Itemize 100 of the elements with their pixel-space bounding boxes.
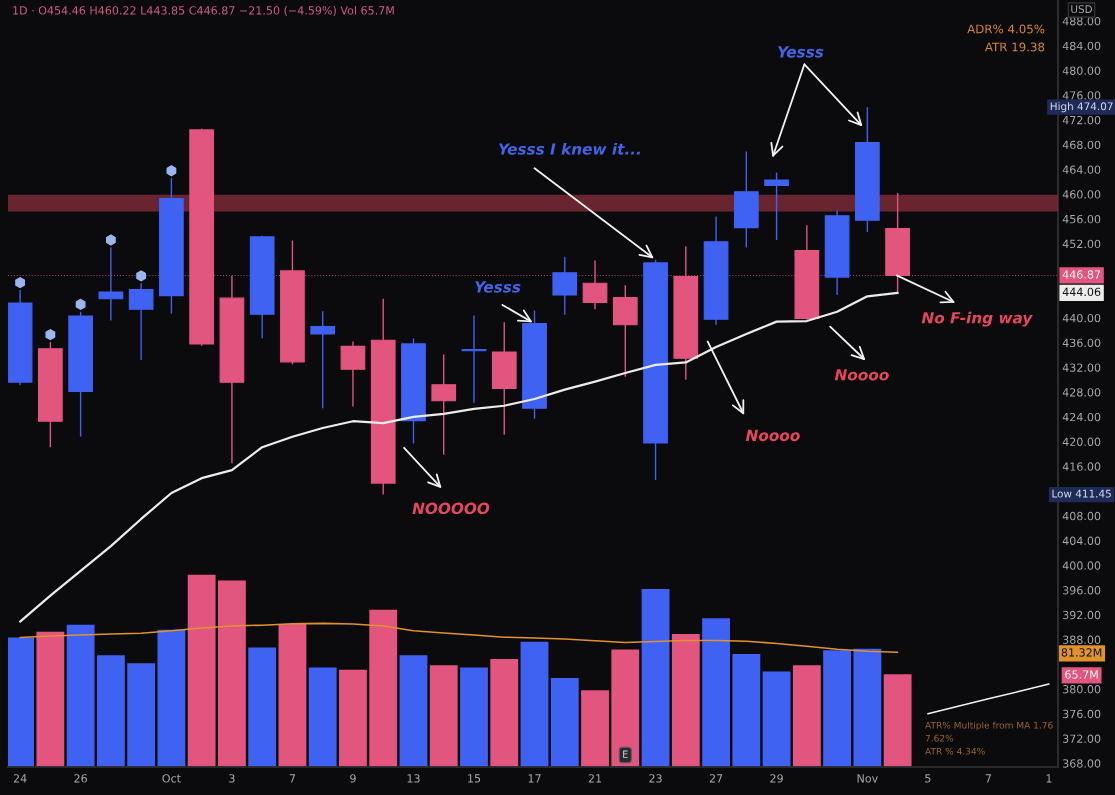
- annotation: No F-ing way: [921, 311, 1033, 327]
- y-tick-label: 480.00: [1062, 66, 1101, 75]
- annotation: Yesss: [778, 46, 824, 58]
- annotation: ADR% 4.05%: [967, 24, 1045, 34]
- x-tick-label: 13: [407, 774, 420, 783]
- annotation: ATR % 4.34%: [925, 747, 985, 755]
- x-tick-label: 15: [468, 774, 481, 783]
- x-tick-label: 29: [770, 774, 783, 783]
- y-tick-label: 460.00: [1062, 190, 1101, 199]
- bar: [8, 637, 35, 767]
- x-tick-label: 7: [289, 774, 296, 783]
- candlestick: [128, 282, 154, 361]
- annotation: Noooo: [834, 369, 889, 381]
- x-tick-label: 3: [229, 774, 235, 783]
- y-tick-label: 476.00: [1062, 91, 1101, 100]
- candlestick: [552, 256, 578, 316]
- bar: [853, 648, 882, 767]
- annotation: Yesss: [475, 281, 521, 293]
- x-tick-label: 5: [925, 774, 931, 783]
- x-tick-label: Oct: [162, 774, 181, 783]
- candlestick: [340, 340, 366, 408]
- y-tick-label: 428.00: [1062, 388, 1101, 397]
- y-tick-label: 368.00: [1063, 759, 1101, 768]
- annotation: ATR% Multiple from MA 1.76: [925, 721, 1053, 731]
- bar: [520, 641, 549, 767]
- y2-tick-label: 65.7M: [1065, 670, 1098, 679]
- annotation: ATR 19.38: [984, 42, 1045, 52]
- bar: [369, 609, 398, 767]
- y2-tick-label: 81.32M: [1061, 648, 1102, 657]
- x-tick-label: 21: [588, 774, 602, 783]
- y-tick-label: 392.00: [1063, 610, 1101, 620]
- bar: [611, 649, 640, 767]
- line-series: [19, 622, 899, 654]
- line-series: [927, 683, 1050, 715]
- y-tick-label: 468.00: [1062, 140, 1101, 150]
- bar: [157, 629, 186, 767]
- bar: [823, 650, 852, 767]
- x-tick-label: 24: [13, 774, 27, 783]
- y-tick-label: 420.00: [1062, 437, 1101, 447]
- bar: [490, 658, 519, 767]
- y-tick-label: 408.00: [1062, 511, 1101, 521]
- candlestick: [98, 246, 124, 322]
- line-series: [18, 291, 899, 623]
- x-tick-label: 26: [74, 774, 87, 783]
- y-tick-label: 452.00: [1062, 239, 1101, 249]
- bar: [278, 624, 307, 767]
- candlestick: [431, 353, 457, 456]
- y-tick-label: 380.00: [1063, 685, 1101, 694]
- x-tick-label: 1: [1046, 774, 1052, 783]
- y-tick-label: 416.00: [1062, 462, 1101, 471]
- bar: [550, 678, 579, 767]
- bar: [429, 665, 458, 767]
- bar: [399, 655, 428, 767]
- y-tick-label: 396.00: [1063, 586, 1101, 595]
- bar: [187, 574, 216, 767]
- y-tick-label: 456.00: [1062, 214, 1101, 224]
- x-tick-label: 7: [985, 774, 991, 783]
- bar: [248, 647, 277, 767]
- annotation: Yesss I knew it...: [498, 142, 640, 155]
- bar: [66, 624, 95, 767]
- y-tick-label: 376.00: [1063, 709, 1101, 719]
- candlestick: [764, 171, 789, 241]
- y-tick-label: 424.00: [1062, 412, 1101, 422]
- y-tick-label: 484.00: [1062, 41, 1101, 51]
- x-tick-label: Nov: [857, 774, 878, 783]
- y-tick-label: 440.00: [1062, 313, 1101, 323]
- y-tick-label: 436.00: [1062, 338, 1101, 348]
- annotation: NOOOOO: [412, 502, 490, 515]
- text: 444.06: [1062, 287, 1101, 297]
- bar: [218, 580, 246, 767]
- bar: [581, 690, 609, 767]
- bar: [36, 631, 65, 767]
- y-tick-label: 488.00: [1062, 17, 1101, 26]
- annotation: High 474.07: [1050, 102, 1113, 113]
- bar: [702, 618, 730, 767]
- bar: [732, 653, 761, 767]
- y-tick-label: 472.00: [1062, 115, 1101, 125]
- chart-title: 1D · O454.46 H460.22 L443.85 C446.87 −21.50 (−4.59%) Vol 65.7M: [13, 6, 394, 16]
- bar: [96, 655, 125, 767]
- annotation: Noooo: [745, 429, 800, 442]
- annotation: Low 411.45: [1052, 489, 1111, 498]
- y-tick-label: 388.00: [1063, 635, 1101, 644]
- annotation: 7.62%: [925, 734, 954, 742]
- bar: [339, 669, 367, 767]
- bar: [127, 663, 156, 767]
- bar: [762, 671, 791, 767]
- y-tick-label: 372.00: [1063, 734, 1101, 743]
- x-tick-label: 27: [709, 774, 723, 783]
- bar: [641, 589, 670, 767]
- y-axis-title: USD: [1071, 5, 1093, 14]
- candlestick: [310, 310, 336, 409]
- ref-line-label: 446.87: [1062, 270, 1101, 279]
- bar: [308, 667, 337, 767]
- x-tick-label: 9: [350, 774, 356, 783]
- bar: [460, 667, 488, 767]
- y-tick-label: 404.00: [1062, 536, 1101, 545]
- y-tick-label: 432.00: [1062, 363, 1101, 372]
- annotation: E: [623, 750, 628, 758]
- y-tick-label: 400.00: [1062, 561, 1101, 570]
- bar: [792, 665, 821, 767]
